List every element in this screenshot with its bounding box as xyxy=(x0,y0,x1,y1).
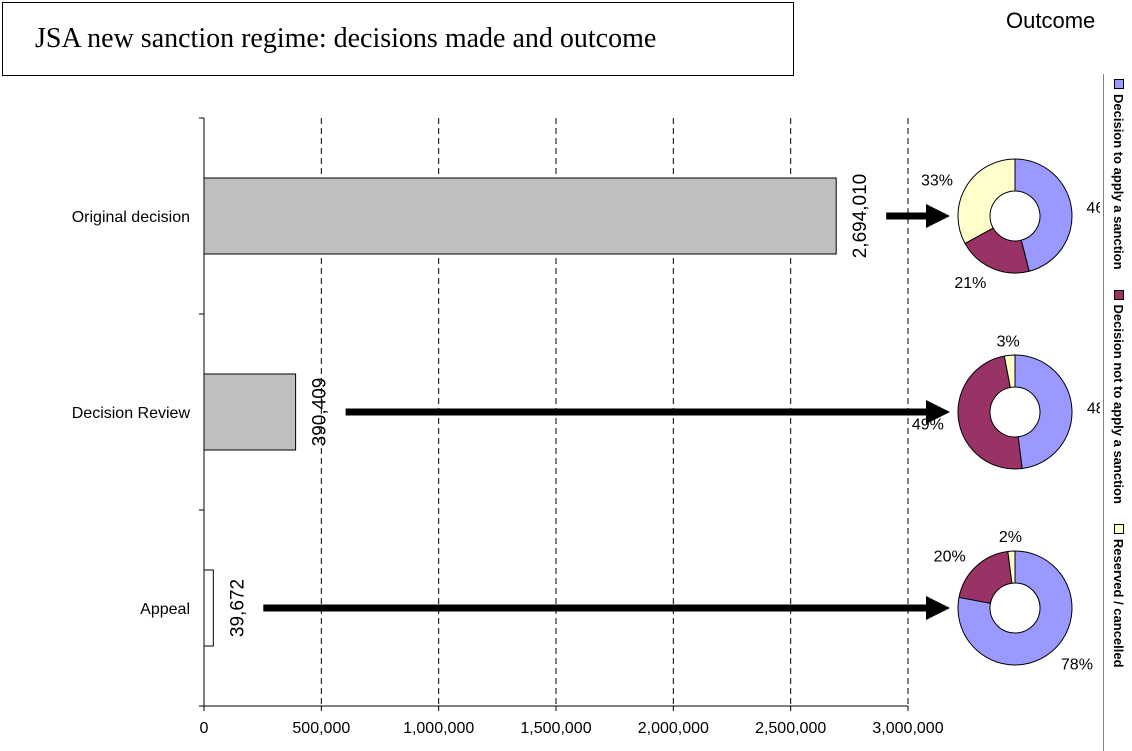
donut-slice-reserved-cancelled xyxy=(1007,550,1016,584)
legend-item-reserved-cancelled: Reserved / cancelled xyxy=(1111,523,1127,668)
legend-swatch xyxy=(1114,289,1124,300)
donut-label: 33% xyxy=(921,172,953,189)
category-label: Decision Review xyxy=(72,405,191,422)
legend-swatch xyxy=(1114,523,1124,534)
category-label: Appeal xyxy=(140,601,190,618)
legend-items: Decision to apply a sanction Decision not… xyxy=(1109,79,1129,745)
legend-label: Reserved / cancelled xyxy=(1111,538,1127,668)
x-tick-label: 3,000,000 xyxy=(872,720,943,737)
outcome-heading: Outcome xyxy=(1006,8,1096,33)
arrow-head xyxy=(926,596,950,620)
donut-label: 48% xyxy=(1087,400,1100,417)
x-tick-label: 0 xyxy=(200,720,209,737)
donut-label: 46% xyxy=(1086,200,1100,217)
donut-label: 78% xyxy=(1061,656,1093,673)
x-tick-label: 500,000 xyxy=(292,720,350,737)
chart-canvas: 0 500,000 1,000,000 1,500,000 2,000,000 2,500… xyxy=(72,117,1100,737)
donut-label: 2% xyxy=(999,529,1022,546)
legend-label: Decision to apply a sanction xyxy=(1111,94,1127,270)
legend-item-decision-to-apply-a-sanction: Decision to apply a sanction xyxy=(1112,79,1127,270)
legend-swatch xyxy=(1114,79,1124,89)
donut-slice-decision-not-to-apply-a-sanction xyxy=(958,550,1013,604)
bar-appeal xyxy=(203,569,214,647)
arrow-head xyxy=(926,204,950,228)
bar-original-decision xyxy=(203,177,837,255)
donut-slice-reserved-cancelled xyxy=(1003,354,1016,389)
legend-label: Decision not to apply a sanction xyxy=(1111,304,1127,504)
x-tick-label: 1,500,000 xyxy=(520,720,591,737)
arrow-head xyxy=(926,400,950,424)
donut-label: 20% xyxy=(934,549,966,566)
x-tick-label: 2,000,000 xyxy=(638,720,709,737)
donut-slice-decision-to-apply-a-sanction xyxy=(1014,158,1073,272)
chart-title: JSA new sanction regime: decisions made … xyxy=(35,23,657,54)
donut-label: 49% xyxy=(912,416,944,433)
donut-slice-decision-to-apply-a-sanction xyxy=(1014,354,1073,470)
legend: Decision to apply a sanction Decision not… xyxy=(1103,74,1132,751)
value-label: 39,672 xyxy=(227,579,248,637)
donut-label: 21% xyxy=(954,275,986,292)
donut-slice-decision-not-to-apply-a-sanction xyxy=(957,355,1023,470)
legend-item-decision-not-to-apply-a-sanction: Decision not to apply a sanction xyxy=(1111,289,1127,504)
x-tick-label: 2,500,000 xyxy=(755,720,826,737)
category-label: Original decision xyxy=(72,209,190,226)
chart-title-box: JSA new sanction regime: decisions made … xyxy=(2,2,794,76)
value-label: 2,694,010 xyxy=(850,174,871,259)
donut-slice-decision-to-apply-a-sanction xyxy=(957,550,1073,666)
donut-label: 3% xyxy=(997,333,1020,350)
bar-decision-review xyxy=(203,373,297,451)
value-label: 390,409 xyxy=(310,378,331,447)
x-tick-label: 1,000,000 xyxy=(403,720,474,737)
donut-slice-reserved-cancelled xyxy=(957,158,1016,245)
